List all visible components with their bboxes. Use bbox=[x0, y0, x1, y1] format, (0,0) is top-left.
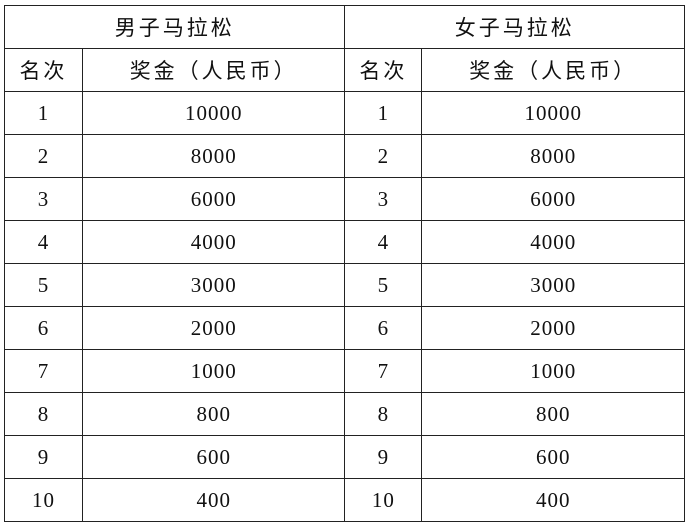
men-rank-cell: 2 bbox=[4, 134, 83, 178]
table-row: 6 2000 6 2000 bbox=[4, 306, 685, 350]
women-prize-cell: 10000 bbox=[421, 91, 685, 135]
women-prize-cell: 800 bbox=[421, 392, 685, 436]
column-header-row: 名次 奖金（人民币） 名次 奖金（人民币） bbox=[4, 48, 685, 92]
women-rank-cell: 4 bbox=[344, 220, 423, 264]
men-prize-cell: 400 bbox=[81, 478, 346, 522]
women-rank-cell: 6 bbox=[344, 306, 423, 350]
table-row: 9 600 9 600 bbox=[4, 435, 685, 479]
men-rank-cell: 7 bbox=[4, 349, 83, 393]
group-header-row: 男子马拉松 女子马拉松 bbox=[3, 5, 685, 49]
women-prize-cell: 4000 bbox=[421, 220, 685, 264]
table-row: 4 4000 4 4000 bbox=[4, 220, 685, 264]
women-marathon-title: 女子马拉松 bbox=[344, 5, 685, 49]
table-row: 8 800 8 800 bbox=[4, 392, 685, 436]
women-rank-cell: 5 bbox=[344, 263, 423, 307]
women-prize-cell: 1000 bbox=[421, 349, 685, 393]
table-row: 2 8000 2 8000 bbox=[4, 134, 685, 178]
men-prize-cell: 800 bbox=[81, 392, 346, 436]
men-rank-cell: 9 bbox=[4, 435, 83, 479]
women-rank-header: 名次 bbox=[344, 48, 423, 92]
men-prize-cell: 3000 bbox=[81, 263, 346, 307]
table-row: 5 3000 5 3000 bbox=[4, 263, 685, 307]
men-rank-cell: 5 bbox=[4, 263, 83, 307]
women-rank-cell: 10 bbox=[344, 478, 423, 522]
men-rank-cell: 6 bbox=[4, 306, 83, 350]
women-rank-cell: 3 bbox=[344, 177, 423, 221]
men-prize-cell: 2000 bbox=[81, 306, 346, 350]
men-prize-cell: 8000 bbox=[81, 134, 346, 178]
women-prize-cell: 600 bbox=[421, 435, 685, 479]
men-prize-cell: 600 bbox=[81, 435, 346, 479]
men-rank-cell: 1 bbox=[4, 91, 83, 135]
women-rank-cell: 8 bbox=[344, 392, 423, 436]
table-row: 7 1000 7 1000 bbox=[4, 349, 685, 393]
men-rank-header: 名次 bbox=[4, 48, 83, 92]
men-rank-cell: 4 bbox=[4, 220, 83, 264]
women-prize-cell: 400 bbox=[421, 478, 685, 522]
women-rank-cell: 2 bbox=[344, 134, 423, 178]
table-row: 3 6000 3 6000 bbox=[4, 177, 685, 221]
women-prize-cell: 3000 bbox=[421, 263, 685, 307]
women-prize-header: 奖金（人民币） bbox=[421, 48, 685, 92]
men-prize-cell: 6000 bbox=[81, 177, 346, 221]
men-marathon-title: 男子马拉松 bbox=[3, 5, 346, 49]
men-prize-cell: 10000 bbox=[81, 91, 346, 135]
men-rank-cell: 3 bbox=[4, 177, 83, 221]
men-prize-cell: 1000 bbox=[81, 349, 346, 393]
women-rank-cell: 9 bbox=[344, 435, 423, 479]
women-prize-cell: 8000 bbox=[421, 134, 685, 178]
women-rank-cell: 7 bbox=[344, 349, 423, 393]
women-prize-cell: 6000 bbox=[421, 177, 685, 221]
men-prize-header: 奖金（人民币） bbox=[81, 48, 346, 92]
women-rank-cell: 1 bbox=[344, 91, 423, 135]
men-rank-cell: 8 bbox=[4, 392, 83, 436]
prize-table: 男子马拉松 女子马拉松 名次 奖金（人民币） 名次 奖金（人民币） 1 10000… bbox=[3, 5, 685, 522]
table-row: 10 400 10 400 bbox=[4, 478, 685, 522]
men-prize-cell: 4000 bbox=[81, 220, 346, 264]
men-rank-cell: 10 bbox=[4, 478, 83, 522]
table-row: 1 10000 1 10000 bbox=[4, 91, 685, 135]
women-prize-cell: 2000 bbox=[421, 306, 685, 350]
